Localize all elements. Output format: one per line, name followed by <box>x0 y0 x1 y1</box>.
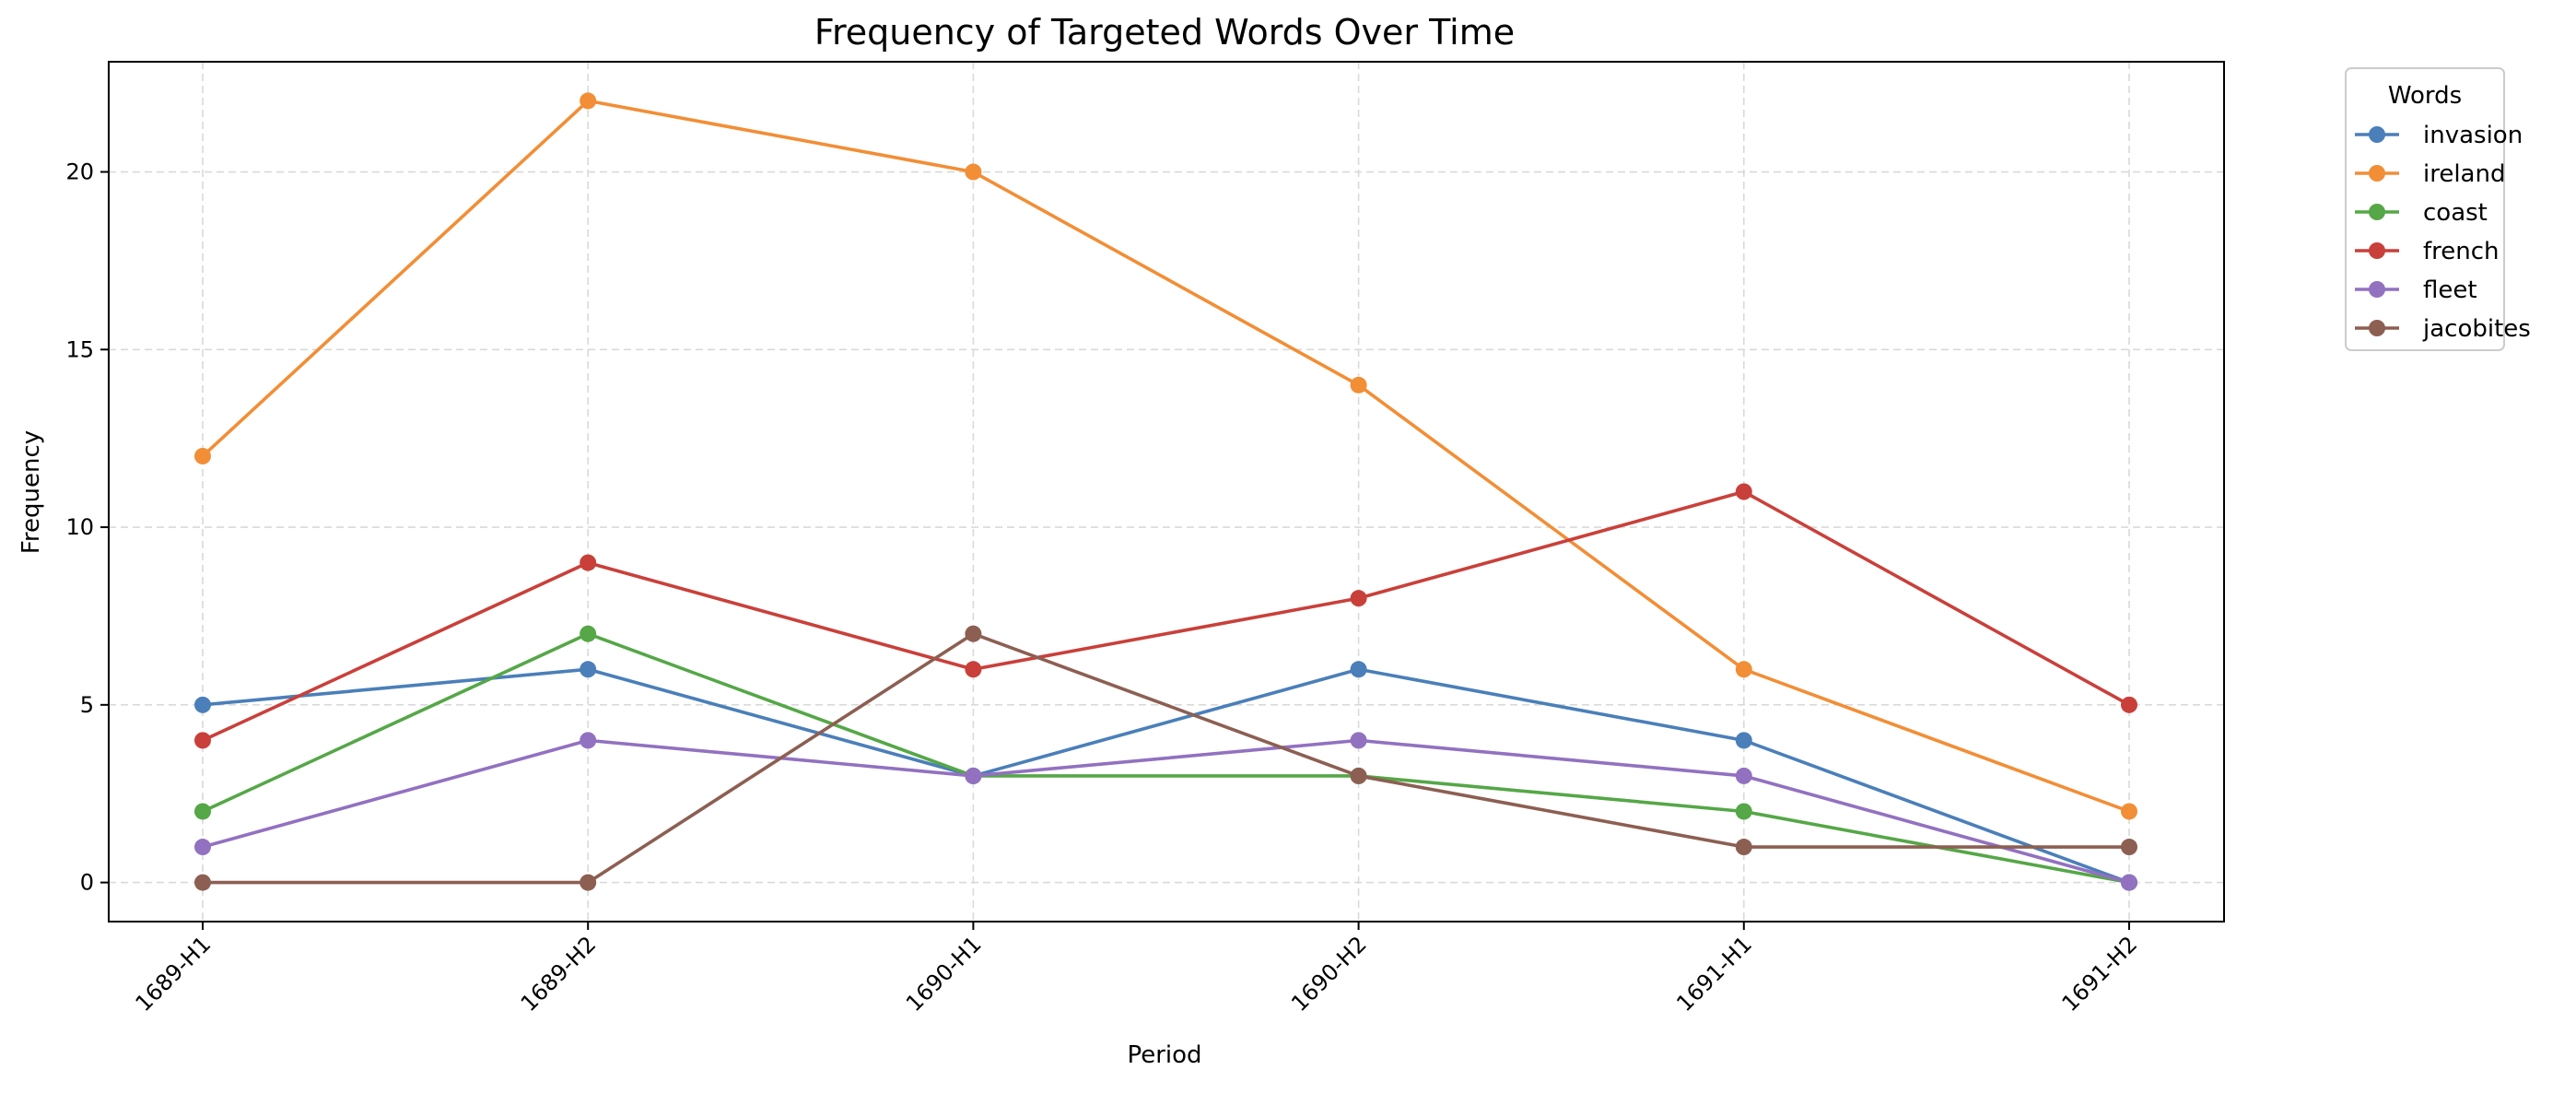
data-point-jacobites <box>2121 839 2137 856</box>
x-tick-label: 1690-H1 <box>901 931 987 1017</box>
legend-items: invasion ireland coast french fleet jacobites <box>2355 122 2531 343</box>
data-point-french <box>194 732 211 749</box>
series-line-coast <box>202 631 2130 885</box>
data-point-fleet <box>1350 732 1367 749</box>
series-jacobites <box>194 625 2137 891</box>
data-point-jacobites <box>1735 839 1752 856</box>
legend-item-french: french <box>2355 238 2500 265</box>
legend-item-fleet: fleet <box>2355 276 2477 304</box>
data-point-ireland <box>1350 376 1367 394</box>
series-french <box>194 483 2137 749</box>
data-point-invasion <box>1735 732 1752 749</box>
series-ireland <box>194 92 2137 820</box>
legend-marker-fleet <box>2369 281 2385 298</box>
data-point-ireland <box>965 163 982 181</box>
legend-item-jacobites: jacobites <box>2355 315 2531 343</box>
data-point-fleet <box>1735 767 1752 784</box>
series-line-jacobites <box>203 631 2129 885</box>
series-line-invasion <box>202 667 2130 885</box>
grid-lines <box>109 62 2224 922</box>
data-point-ireland <box>194 447 211 464</box>
legend-label-invasion: invasion <box>2423 122 2523 149</box>
legend-marker-ireland <box>2369 165 2385 182</box>
series-line-ireland <box>201 99 2130 814</box>
legend: Words invasion ireland coast french fleet jac… <box>2345 67 2531 351</box>
series-line-french <box>202 489 2130 743</box>
plot-area-frame <box>108 61 2225 923</box>
y-axis-label: Frequency <box>18 430 45 554</box>
data-point-french <box>1350 590 1367 607</box>
legend-label-french: french <box>2423 238 2500 265</box>
data-point-fleet <box>580 732 597 749</box>
data-point-fleet <box>965 767 982 784</box>
x-tick-label: 1691-H1 <box>1671 931 1757 1017</box>
y-tick-label: 20 <box>65 159 94 185</box>
x-tick-label: 1690-H2 <box>1286 931 1372 1017</box>
x-tick-label: 1689-H2 <box>516 931 602 1017</box>
data-point-fleet <box>2121 874 2137 891</box>
data-point-jacobites <box>965 625 982 642</box>
legend-marker-french <box>2369 242 2385 259</box>
data-point-coast <box>580 625 597 642</box>
y-axis-ticks: 0 5 10 15 20 <box>65 159 109 896</box>
data-point-coast <box>194 803 211 820</box>
y-tick-label: 5 <box>80 692 94 718</box>
legend-item-ireland: ireland <box>2355 160 2505 188</box>
data-point-french <box>580 554 597 571</box>
x-tick-label: 1689-H1 <box>131 931 217 1017</box>
data-point-french <box>1735 483 1752 500</box>
legend-marker-jacobites <box>2369 320 2385 336</box>
legend-label-coast: coast <box>2423 199 2488 227</box>
x-tick-label: 1691-H2 <box>2057 931 2143 1017</box>
legend-label-ireland: ireland <box>2423 160 2505 188</box>
data-point-jacobites <box>580 874 597 891</box>
data-point-jacobites <box>194 874 211 891</box>
series-lines <box>194 92 2137 891</box>
data-point-fleet <box>194 839 211 856</box>
data-point-ireland <box>580 92 597 110</box>
data-point-ireland <box>1735 661 1752 678</box>
legend-label-jacobites: jacobites <box>2422 315 2531 343</box>
legend-item-coast: coast <box>2355 199 2488 227</box>
legend-marker-invasion <box>2369 126 2385 143</box>
data-point-french <box>2121 696 2137 713</box>
chart-title: Frequency of Targeted Words Over Time <box>814 12 1515 53</box>
data-point-invasion <box>1350 661 1367 678</box>
legend-box <box>2345 67 2505 351</box>
data-point-invasion <box>194 696 211 713</box>
legend-marker-coast <box>2369 204 2385 220</box>
data-point-french <box>965 661 982 678</box>
legend-item-invasion: invasion <box>2355 122 2523 149</box>
y-tick-label: 15 <box>65 336 94 362</box>
data-point-jacobites <box>1350 767 1367 784</box>
series-fleet <box>194 732 2137 891</box>
y-tick-label: 10 <box>65 514 94 540</box>
legend-title: Words <box>2388 82 2462 110</box>
data-point-invasion <box>580 661 597 678</box>
data-point-coast <box>1735 803 1752 820</box>
y-tick-label: 0 <box>80 870 94 896</box>
x-axis-label: Period <box>1127 1041 1201 1069</box>
x-axis-ticks: 1689-H1 1689-H2 1690-H1 1690-H2 1691-H1 1691-… <box>131 922 2143 1017</box>
series-line-fleet <box>202 738 2130 885</box>
data-point-ireland <box>2121 803 2137 820</box>
legend-label-fleet: fleet <box>2423 276 2477 304</box>
